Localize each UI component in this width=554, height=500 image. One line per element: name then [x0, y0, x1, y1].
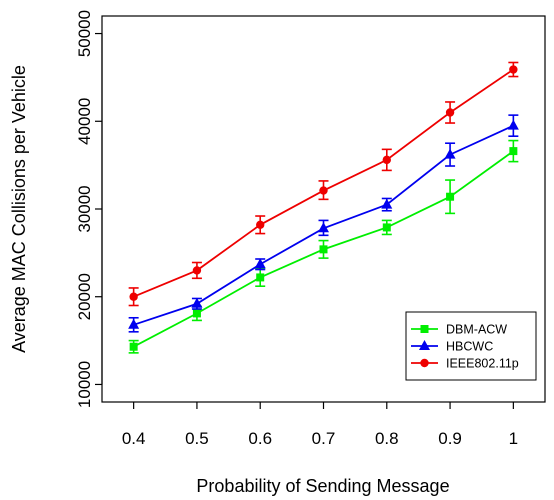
- data-point: [128, 318, 140, 329]
- data-point: [129, 292, 138, 301]
- data-point: [319, 186, 328, 195]
- y-tick-label: 50000: [75, 10, 94, 57]
- y-tick-label: 20000: [75, 273, 94, 320]
- series-ieee802-11p: [128, 61, 519, 307]
- data-point: [381, 198, 393, 209]
- y-axis: 10000 20000 30000 40000 50000: [75, 10, 103, 408]
- x-axis: 0.4 0.5 0.6 0.7 0.8 0.9 1: [122, 402, 518, 448]
- x-tick-label: 1: [509, 429, 518, 448]
- data-point: [318, 222, 329, 233]
- legend-swatch-marker: [420, 325, 429, 333]
- y-axis-title: Average MAC Collisions per Vehicle: [9, 65, 29, 353]
- data-point: [256, 220, 265, 229]
- legend-swatch-marker: [419, 340, 430, 350]
- data-point: [254, 258, 266, 269]
- data-point: [191, 297, 203, 308]
- data-point: [382, 223, 391, 232]
- data-point: [509, 65, 518, 74]
- y-tick-label: 10000: [75, 361, 94, 408]
- legend: DBM-ACW HBCWC IEEE802.11p: [405, 311, 537, 381]
- legend-label: IEEE802.11p: [446, 356, 519, 370]
- data-point: [192, 266, 202, 275]
- legend-entry: DBM-ACW: [411, 322, 507, 336]
- data-point: [509, 147, 518, 156]
- x-tick-label: 0.7: [312, 429, 336, 448]
- series-layer: [128, 61, 519, 354]
- x-tick-label: 0.4: [122, 429, 146, 448]
- legend-label: DBM-ACW: [446, 322, 507, 336]
- series-hbcwc: [128, 114, 519, 333]
- legend-label: HBCWC: [446, 339, 493, 353]
- legend-entry: HBCWC: [411, 339, 493, 353]
- y-tick-label: 30000: [75, 185, 94, 232]
- legend-swatch-marker: [420, 358, 429, 368]
- data-point: [192, 309, 201, 318]
- data-point: [445, 108, 455, 117]
- data-point: [256, 273, 265, 282]
- data-point: [507, 119, 519, 130]
- y-tick-label: 40000: [75, 98, 94, 145]
- data-point: [446, 192, 455, 201]
- data-point: [444, 148, 456, 159]
- x-axis-title: Probability of Sending Message: [196, 476, 449, 496]
- x-tick-label: 0.6: [248, 429, 272, 448]
- data-point: [129, 342, 138, 351]
- data-point: [382, 155, 391, 165]
- legend-entry: IEEE802.11p: [411, 356, 519, 370]
- data-point: [319, 245, 328, 254]
- x-tick-label: 0.8: [375, 429, 399, 448]
- x-tick-label: 0.5: [185, 429, 209, 448]
- x-tick-label: 0.9: [438, 429, 462, 448]
